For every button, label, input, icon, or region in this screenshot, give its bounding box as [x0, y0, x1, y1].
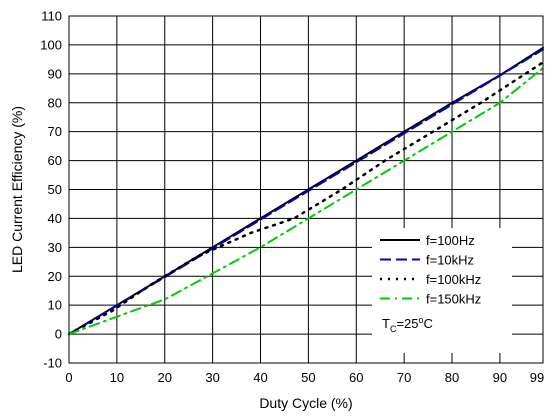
- plot-frame: [68, 15, 544, 364]
- series-lines: [67, 46, 545, 336]
- annotation-unit: C: [424, 316, 433, 331]
- series-line: [68, 48, 544, 336]
- x-tick-label: 30: [205, 370, 219, 385]
- y-tick-label: 90: [48, 66, 62, 81]
- series-line: [68, 67, 544, 336]
- annotation-sub: C: [390, 324, 397, 334]
- x-tick-label: 0: [65, 370, 72, 385]
- annotation-eq: =25: [396, 316, 418, 331]
- y-tick-label: 50: [48, 182, 62, 197]
- series-line: [68, 46, 544, 336]
- x-tick-label: 80: [445, 370, 459, 385]
- x-tick-label: 50: [301, 370, 315, 385]
- y-tick-label: 0: [55, 327, 62, 342]
- x-tick-label: 70: [397, 370, 411, 385]
- annotation-base: T: [382, 316, 390, 331]
- y-tick-label: 60: [48, 153, 62, 168]
- legend-label: f=10kHz: [426, 253, 474, 268]
- y-tick-label: -10: [43, 356, 62, 371]
- y-tick-label: 30: [48, 240, 62, 255]
- x-tick-label: 90: [493, 370, 507, 385]
- y-tick-label: 40: [48, 211, 62, 226]
- y-axis-label: LED Current Efficiency (%): [9, 106, 25, 273]
- legend-label: f=100Hz: [426, 233, 475, 248]
- y-tick-label: 20: [48, 269, 62, 284]
- x-tick-label: 99: [530, 370, 544, 385]
- annotation-sup: o: [419, 315, 424, 325]
- series-line: [67, 61, 545, 336]
- x-axis-label: Duty Cycle (%): [259, 395, 352, 411]
- y-tick-label: 10: [48, 298, 62, 313]
- y-tick-label: 110: [41, 9, 62, 24]
- y-tick-labels: -10 0 10 20 30 40 50 60 70 80 90 100 110: [40, 9, 62, 371]
- x-tick-label: 40: [253, 370, 267, 385]
- legend-box: [372, 228, 512, 353]
- x-tick-labels: 0 10 20 30 40 50 60 70 80 90 99: [65, 370, 544, 385]
- x-tick-label: 60: [349, 370, 363, 385]
- y-tick-label: 70: [48, 124, 62, 139]
- y-tick-label: 80: [48, 95, 62, 110]
- x-tick-label: 20: [158, 370, 172, 385]
- x-tick-label: 10: [110, 370, 124, 385]
- legend: f=100Hz f=10kHz f=100kHz f=150kHz: [372, 228, 512, 353]
- y-tick-label: 100: [40, 37, 62, 52]
- temperature-annotation: TC=25oC: [382, 315, 433, 334]
- legend-label: f=150kHz: [426, 292, 481, 307]
- legend-label: f=100kHz: [426, 272, 481, 287]
